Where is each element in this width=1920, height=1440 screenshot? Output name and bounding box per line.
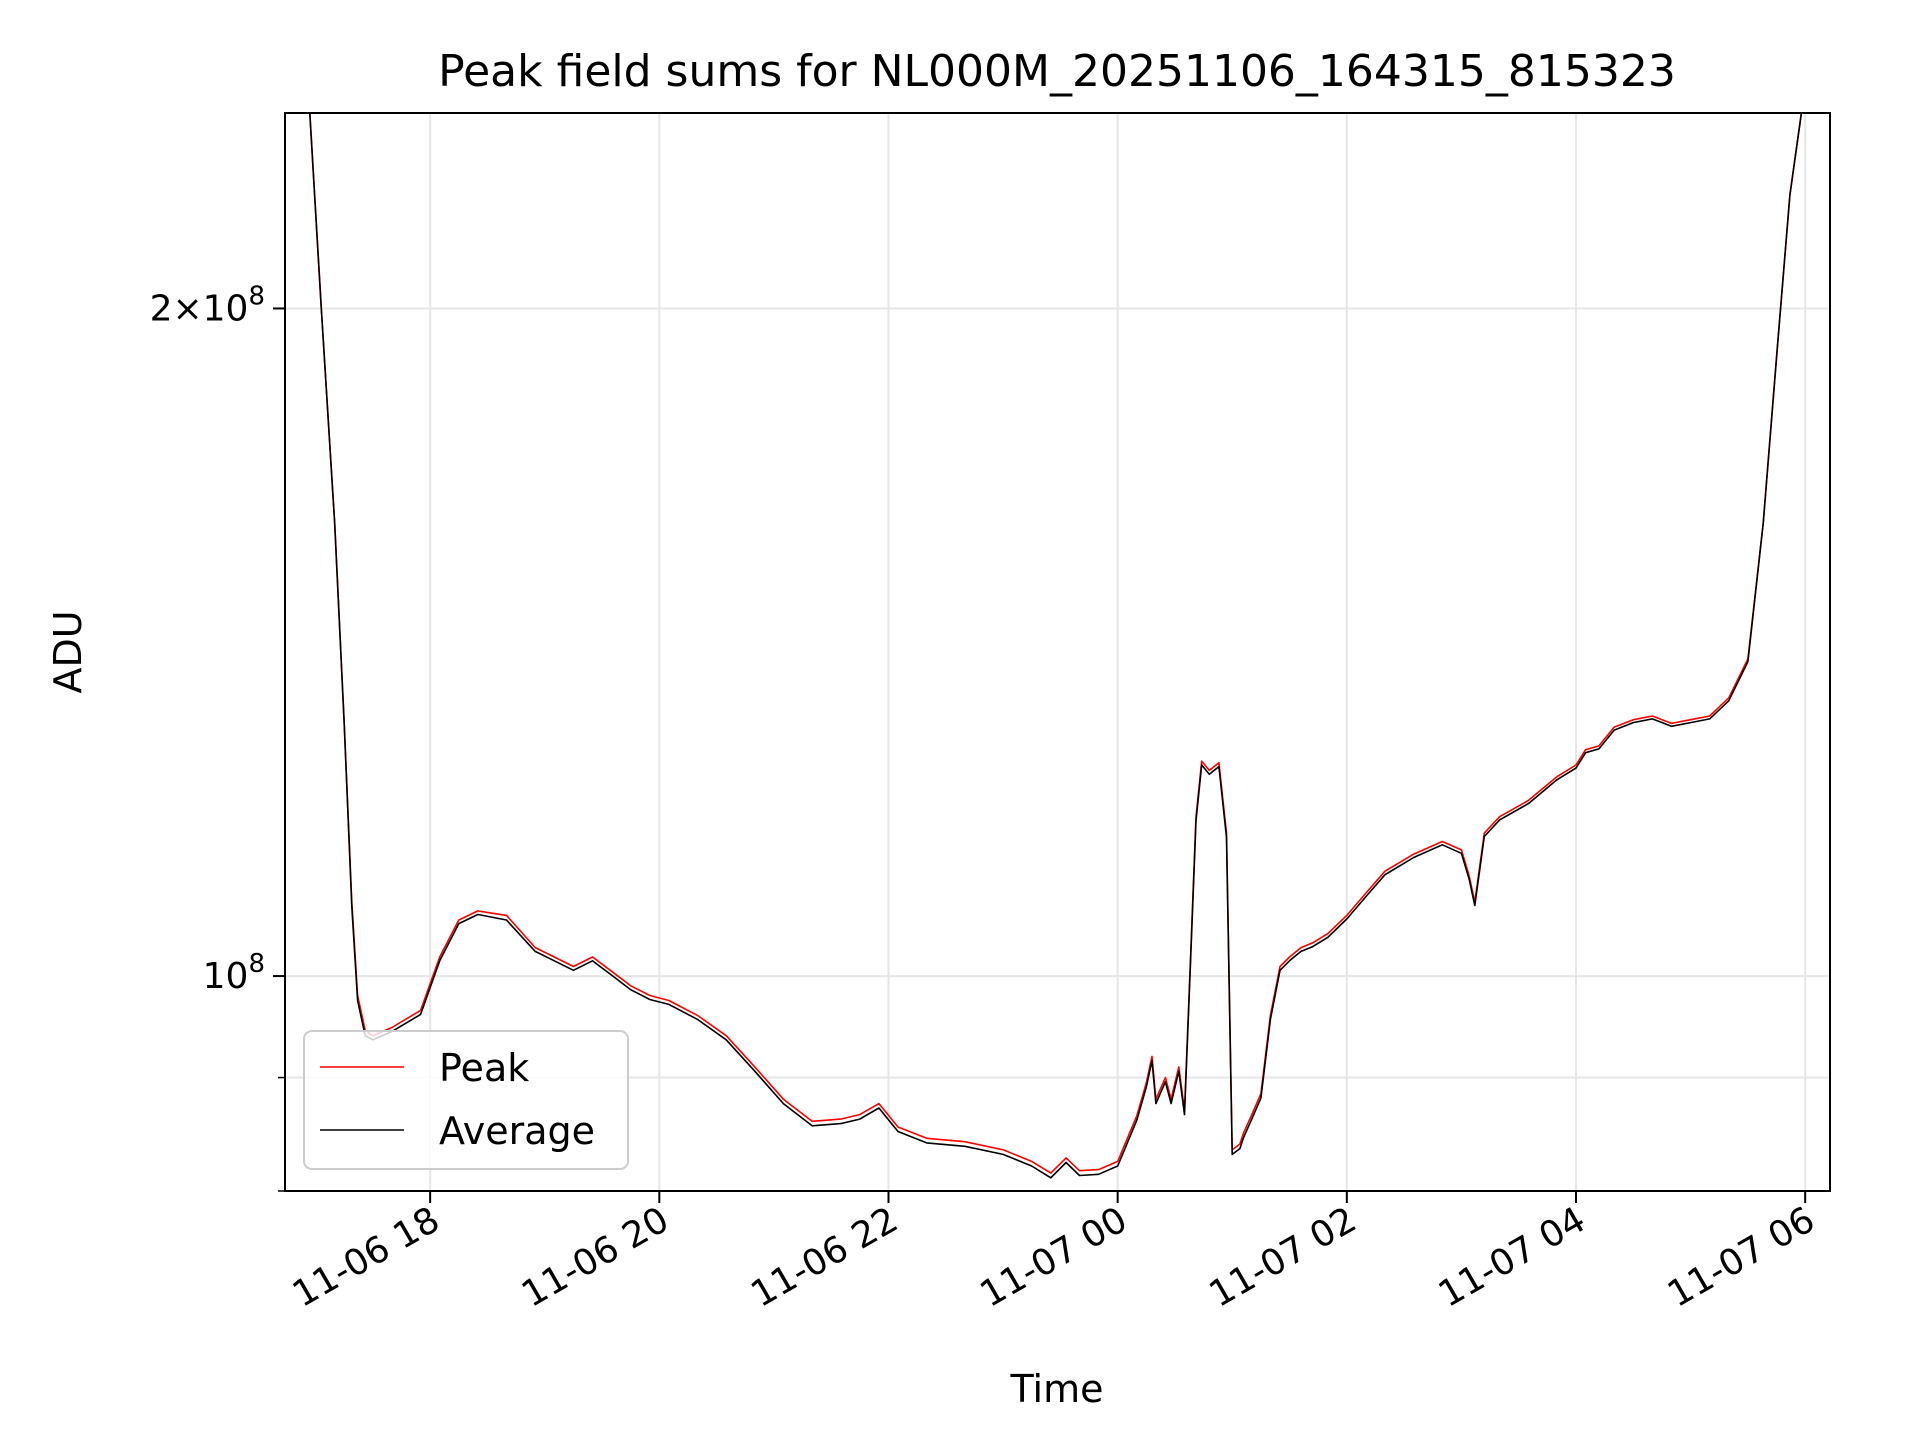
y-tick-label-base: 10 — [203, 956, 249, 997]
plot-frame — [284, 112, 1831, 1192]
y-tick-label-exponent: 8 — [248, 949, 265, 979]
series-line-peak — [285, 113, 1830, 1174]
legend-peak-label: Peak — [439, 1046, 529, 1090]
y-tick-label: 2×108 — [150, 281, 265, 329]
series-lines — [285, 113, 1830, 1179]
y-axis-label: ADU — [46, 610, 90, 693]
series-line-average — [285, 113, 1830, 1179]
x-axis-label: Time — [1010, 1367, 1104, 1411]
y-tick-label: 108 — [203, 949, 265, 997]
legend-average-label: Average — [439, 1109, 595, 1153]
legend-box — [303, 1030, 629, 1170]
y-tick-label-exponent: 8 — [248, 281, 265, 311]
y-tick-label-base: 2×10 — [150, 288, 249, 329]
chart-title: Peak field sums for NL000M_20251106_1643… — [438, 46, 1676, 97]
legend: Peak Average — [303, 1030, 629, 1170]
